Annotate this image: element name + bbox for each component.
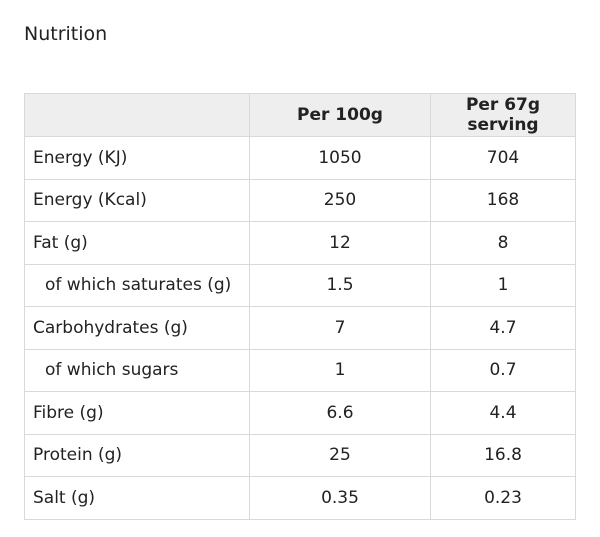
table-row: Salt (g) 0.35 0.23 <box>24 476 576 520</box>
row-per-100g: 6.6 <box>249 391 431 435</box>
row-per-serving: 0.7 <box>430 348 576 392</box>
row-label: of which sugars <box>24 348 250 392</box>
row-per-serving: 4.4 <box>430 391 576 435</box>
row-label: Fat (g) <box>24 221 250 265</box>
row-per-serving: 8 <box>430 221 576 265</box>
row-label: of which saturates (g) <box>24 263 250 307</box>
row-label: Energy (KJ) <box>24 136 250 180</box>
table-row: Energy (Kcal) 250 168 <box>24 178 576 222</box>
header-per-serving: Per 67g serving <box>430 93 576 137</box>
row-label: Salt (g) <box>24 476 250 520</box>
table-row: Protein (g) 25 16.8 <box>24 433 576 477</box>
table-row: Carbohydrates (g) 7 4.7 <box>24 306 576 350</box>
page-title: Nutrition <box>24 23 108 45</box>
row-per-100g: 0.35 <box>249 476 431 520</box>
row-per-serving: 4.7 <box>430 306 576 350</box>
table-row: Fibre (g) 6.6 4.4 <box>24 391 576 435</box>
row-per-100g: 250 <box>249 178 431 222</box>
row-label: Energy (Kcal) <box>24 178 250 222</box>
row-per-serving: 1 <box>430 263 576 307</box>
table-header-row: Per 100g Per 67g serving <box>24 93 576 137</box>
row-label: Fibre (g) <box>24 391 250 435</box>
header-blank <box>24 93 250 137</box>
row-per-serving: 704 <box>430 136 576 180</box>
row-label: Carbohydrates (g) <box>24 306 250 350</box>
row-per-100g: 7 <box>249 306 431 350</box>
row-per-serving: 168 <box>430 178 576 222</box>
table-row: Fat (g) 12 8 <box>24 221 576 265</box>
row-per-100g: 1050 <box>249 136 431 180</box>
table-row: Energy (KJ) 1050 704 <box>24 136 576 180</box>
row-per-100g: 1.5 <box>249 263 431 307</box>
table-row: of which saturates (g) 1.5 1 <box>24 263 576 307</box>
nutrition-table: Per 100g Per 67g serving Energy (KJ) 105… <box>24 93 576 520</box>
table-row: of which sugars 1 0.7 <box>24 348 576 392</box>
row-per-100g: 25 <box>249 433 431 477</box>
row-per-serving: 16.8 <box>430 433 576 477</box>
header-per-100g: Per 100g <box>249 93 431 137</box>
row-per-100g: 12 <box>249 221 431 265</box>
row-per-100g: 1 <box>249 348 431 392</box>
row-label: Protein (g) <box>24 433 250 477</box>
row-per-serving: 0.23 <box>430 476 576 520</box>
